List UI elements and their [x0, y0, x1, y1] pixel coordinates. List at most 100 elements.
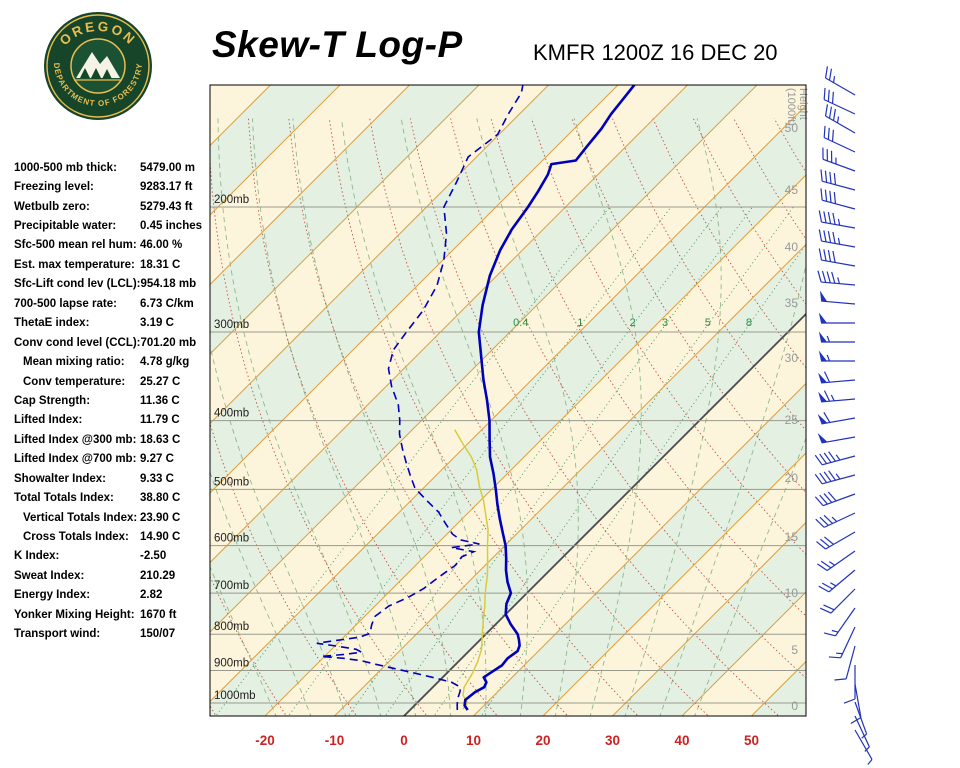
index-value: 46.00 %	[140, 239, 183, 252]
temperature-bands	[210, 85, 806, 716]
svg-text:10: 10	[785, 586, 799, 600]
svg-text:0: 0	[791, 699, 798, 713]
svg-text:300mb: 300mb	[214, 319, 249, 331]
index-row: Lifted Index: 11.79 C	[14, 411, 212, 430]
index-value: 4.78 g/kg	[140, 356, 190, 369]
logo-tree-icon	[102, 69, 112, 79]
svg-text:0.4: 0.4	[513, 317, 528, 329]
index-label: Sweat Index:	[14, 569, 85, 582]
index-label: K Index:	[14, 550, 60, 563]
svg-text:40: 40	[674, 733, 689, 748]
index-row: ThetaE index: 3.19 C	[14, 314, 212, 333]
index-value: 1670 ft	[140, 608, 177, 621]
plot-border	[209, 84, 807, 717]
index-row: Lifted Index @700 mb: 9.27 C	[14, 450, 212, 469]
index-label: Est. max temperature:	[14, 258, 135, 271]
index-row: Showalter Index: 9.33 C	[14, 469, 212, 488]
index-label: Vertical Totals Index:	[23, 511, 138, 524]
index-value: 18.31 C	[140, 258, 181, 271]
index-value: 38.80 C	[140, 492, 181, 505]
index-value: 954.18 mb	[140, 278, 197, 291]
index-label: Mean mixing ratio:	[23, 356, 125, 369]
index-value: 11.79 C	[140, 414, 180, 427]
svg-text:8: 8	[746, 317, 752, 329]
svg-text:Height: Height	[797, 88, 809, 120]
parcel-curve	[454, 429, 489, 710]
index-label: Freezing level:	[14, 181, 94, 194]
index-value: 5279.43 ft	[140, 200, 193, 213]
pressure-labels: 200mb 300mb 400mb 500mb 600mb 700mb 800mb 900mb…	[214, 194, 256, 702]
svg-text:5: 5	[705, 317, 711, 329]
svg-text:50: 50	[785, 121, 799, 135]
svg-text:5: 5	[791, 643, 798, 657]
svg-text:0: 0	[400, 733, 408, 748]
temp-axis: -20 -10 0 10 20 30 40 50	[255, 733, 759, 748]
svg-text:1: 1	[577, 317, 583, 329]
index-row: Sweat Index: 210.29	[14, 566, 212, 585]
index-row: Lifted Index @300 mb: 18.63 C	[14, 430, 212, 449]
index-row: Yonker Mixing Height: 1670 ft	[14, 605, 212, 624]
svg-text:900mb: 900mb	[214, 658, 249, 670]
index-value: 25.27 C	[140, 375, 181, 388]
index-value: -2.50	[140, 550, 167, 563]
index-label: Lifted Index:	[14, 414, 83, 427]
svg-text:700mb: 700mb	[214, 580, 249, 592]
index-row: K Index: -2.50	[14, 547, 212, 566]
svg-text:400mb: 400mb	[214, 408, 249, 420]
index-value: 23.90 C	[140, 511, 181, 524]
isotherm-grid	[210, 85, 806, 716]
svg-text:800mb: 800mb	[214, 621, 249, 633]
index-value: 9283.17 ft	[140, 181, 193, 194]
index-value: 150/07	[140, 628, 176, 641]
svg-text:35: 35	[785, 296, 799, 310]
index-label: Transport wind:	[14, 628, 101, 641]
logo-tree-icon	[80, 68, 90, 78]
index-row: Freezing level: 9283.17 ft	[14, 177, 212, 196]
svg-text:(1000ft): (1000ft)	[785, 88, 797, 126]
index-label: Cross Totals Index:	[23, 531, 129, 544]
index-row: Total Totals Index: 38.80 C	[14, 488, 212, 507]
index-label: Precipitable water:	[14, 220, 117, 233]
index-row: Vertical Totals Index: 23.90 C	[14, 508, 212, 527]
svg-text:20: 20	[785, 471, 799, 485]
svg-text:30: 30	[785, 351, 799, 365]
index-row: Energy Index: 2.82	[14, 586, 212, 605]
index-value: 9.33 C	[140, 472, 174, 485]
svg-text:45: 45	[785, 183, 799, 197]
index-value: 210.29	[140, 569, 176, 582]
svg-text:-20: -20	[255, 733, 275, 748]
index-label: Lifted Index @300 mb:	[14, 433, 137, 446]
svg-text:200mb: 200mb	[214, 194, 249, 206]
index-value: 6.73 C/km	[140, 297, 194, 310]
index-value: 3.19 C	[140, 317, 174, 330]
index-label: Wetbulb zero:	[14, 200, 90, 213]
index-value: 5479.00 m	[140, 161, 195, 174]
index-value: 701.20 mb	[140, 336, 197, 349]
pressure-grid	[210, 206, 806, 704]
sounding-traces	[316, 85, 636, 711]
svg-text:500mb: 500mb	[214, 476, 249, 488]
svg-text:20: 20	[535, 733, 550, 748]
svg-text:1000mb: 1000mb	[214, 690, 256, 702]
index-label: Showalter Index:	[14, 472, 107, 485]
mixing-ratio-labels: 0.4 1 2 3 5 8	[513, 317, 752, 329]
station-label: KMFR 1200Z 16 DEC 20	[533, 40, 778, 65]
logo-ring	[46, 14, 150, 118]
svg-text:15: 15	[785, 530, 799, 544]
index-label: 700-500 lapse rate:	[14, 297, 117, 310]
page-title: Skew-T Log-P	[212, 24, 463, 65]
index-row: Conv temperature: 25.27 C	[14, 372, 212, 391]
svg-text:2: 2	[630, 317, 636, 329]
index-row: Est. max temperature: 18.31 C	[14, 255, 212, 274]
index-row: Conv cond level (CCL): 701.20 mb	[14, 333, 212, 352]
index-label: Yonker Mixing Height:	[14, 608, 135, 621]
index-value: 18.63 C	[140, 433, 181, 446]
svg-text:50: 50	[744, 733, 759, 748]
index-row: Mean mixing ratio: 4.78 g/kg	[14, 352, 212, 371]
index-label: Energy Index:	[14, 589, 91, 602]
temperature-curve	[463, 85, 636, 711]
index-label: Sfc-Lift cond lev (LCL):	[14, 278, 141, 291]
index-value: 9.27 C	[140, 453, 174, 466]
